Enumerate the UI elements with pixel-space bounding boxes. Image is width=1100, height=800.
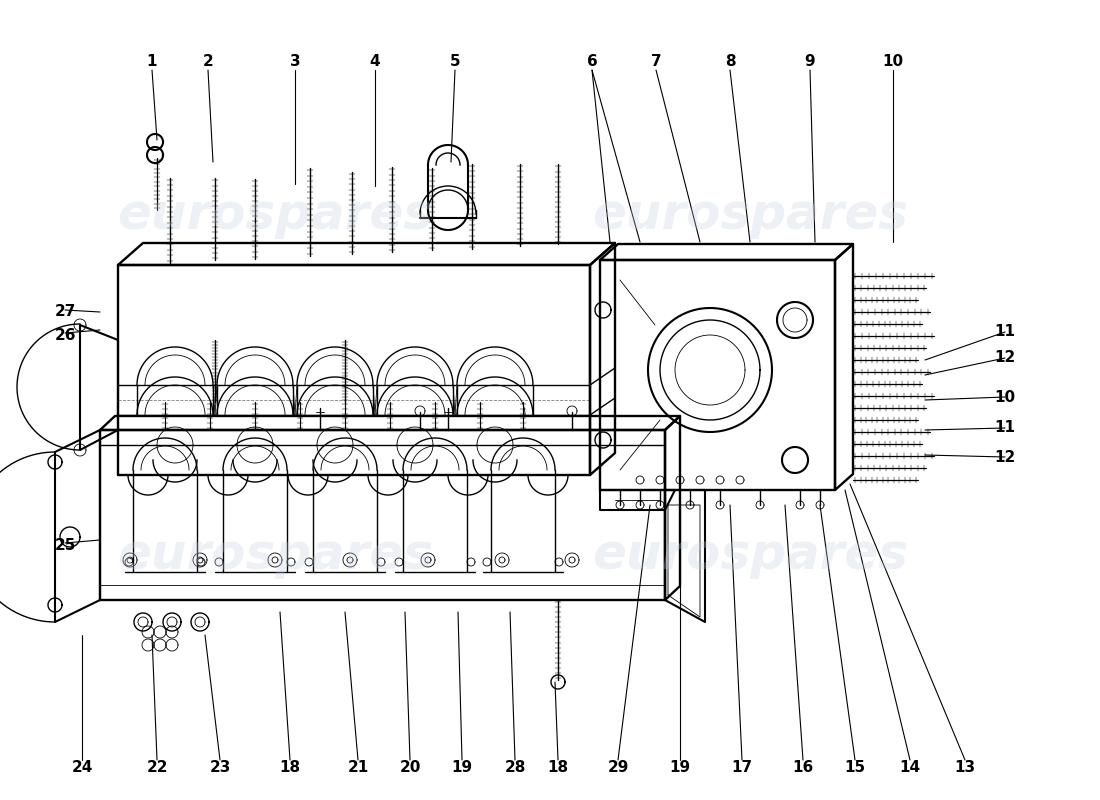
Text: 15: 15 — [845, 761, 866, 775]
Text: eurospares: eurospares — [592, 531, 908, 579]
Text: 11: 11 — [994, 325, 1015, 339]
Text: 27: 27 — [54, 305, 76, 319]
Text: eurospares: eurospares — [117, 531, 433, 579]
Text: 18: 18 — [279, 761, 300, 775]
Text: 6: 6 — [586, 54, 597, 70]
Text: eurospares: eurospares — [117, 191, 433, 239]
Text: 20: 20 — [399, 761, 420, 775]
Text: 26: 26 — [54, 327, 76, 342]
Text: 11: 11 — [994, 421, 1015, 435]
Text: 19: 19 — [451, 761, 473, 775]
Text: 21: 21 — [348, 761, 369, 775]
Text: 18: 18 — [548, 761, 569, 775]
Text: 2: 2 — [202, 54, 213, 70]
Text: 29: 29 — [607, 761, 629, 775]
Text: 4: 4 — [370, 54, 381, 70]
Text: 3: 3 — [289, 54, 300, 70]
Text: 10: 10 — [882, 54, 903, 70]
Text: 1: 1 — [146, 54, 157, 70]
Text: 24: 24 — [72, 761, 92, 775]
Text: 25: 25 — [54, 538, 76, 553]
Text: 28: 28 — [504, 761, 526, 775]
Text: 12: 12 — [994, 450, 1015, 465]
Text: 19: 19 — [670, 761, 691, 775]
Text: 8: 8 — [725, 54, 735, 70]
Text: 13: 13 — [955, 761, 976, 775]
Text: 10: 10 — [994, 390, 1015, 405]
Text: 14: 14 — [900, 761, 921, 775]
Text: eurospares: eurospares — [592, 191, 908, 239]
Text: 22: 22 — [146, 761, 167, 775]
Text: 17: 17 — [732, 761, 752, 775]
Text: 16: 16 — [792, 761, 814, 775]
Text: 12: 12 — [994, 350, 1015, 366]
Text: 5: 5 — [450, 54, 460, 70]
Text: 7: 7 — [651, 54, 661, 70]
Text: 9: 9 — [805, 54, 815, 70]
Text: 23: 23 — [209, 761, 231, 775]
